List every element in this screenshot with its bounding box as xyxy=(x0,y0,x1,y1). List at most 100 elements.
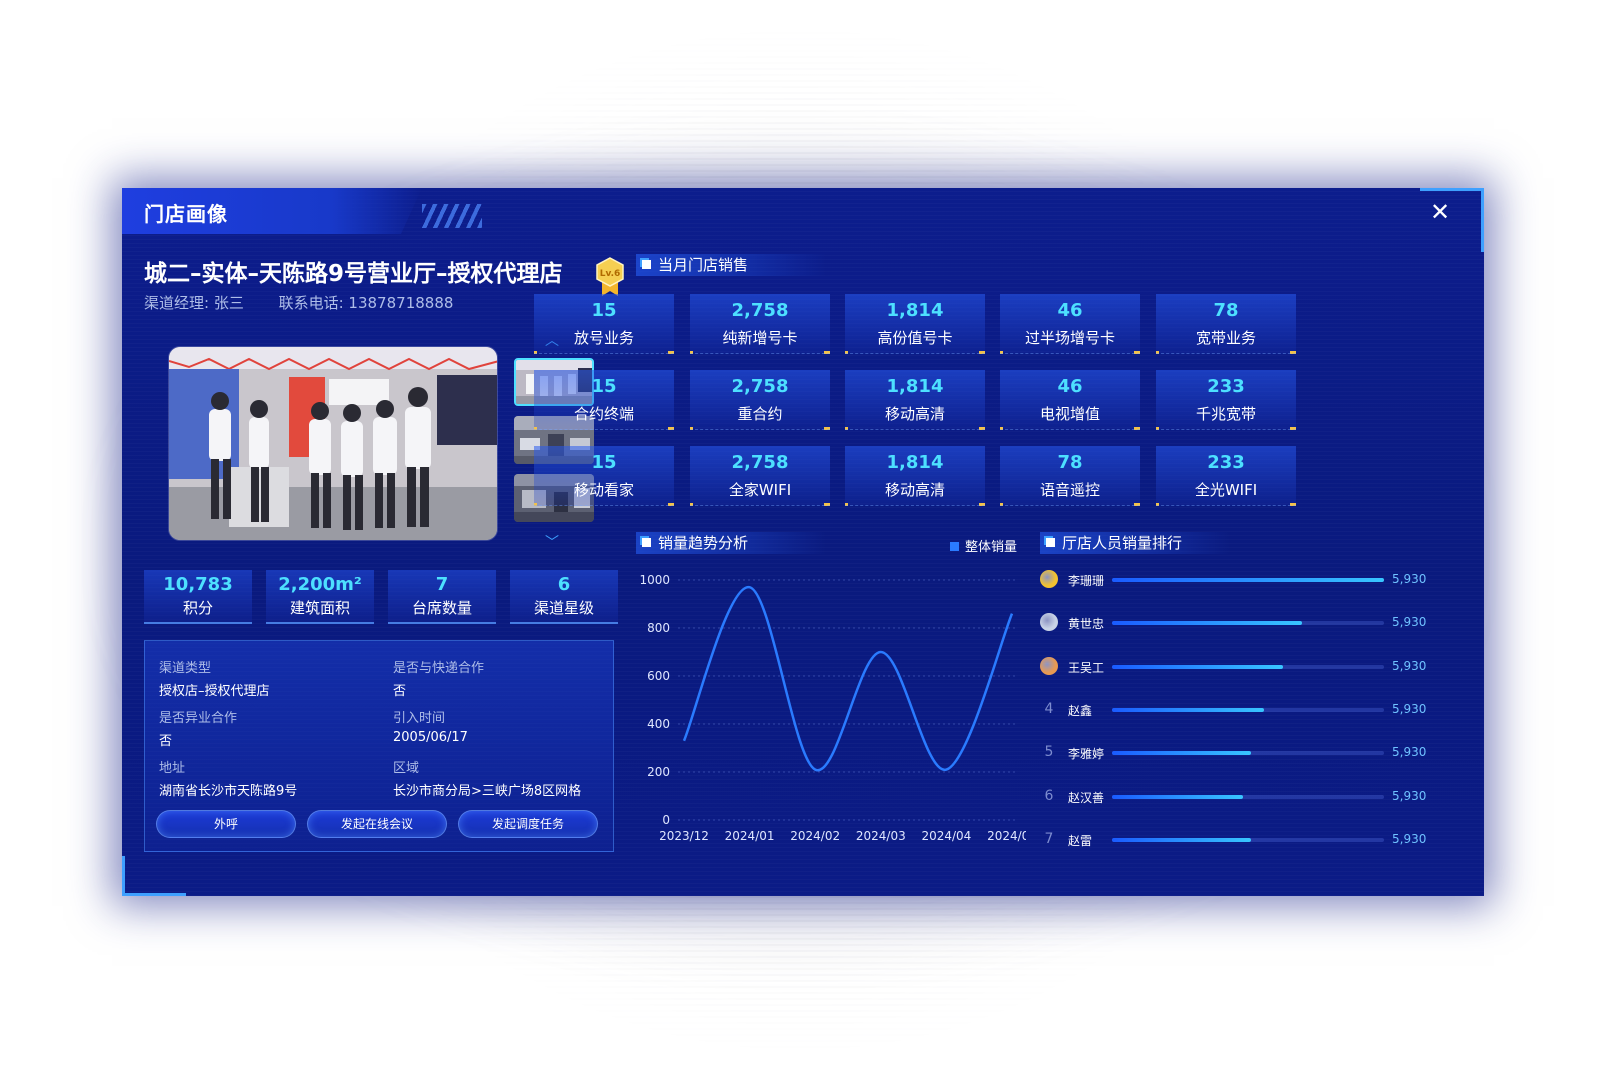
stat-label: 渠道星级 xyxy=(533,599,594,617)
section-title-trend: 销量趋势分析 xyxy=(636,532,826,554)
metric-label: 过半场增号卡 xyxy=(1024,329,1115,347)
ranking-row: 4 赵鑫 5,930 xyxy=(1040,700,1430,720)
info-value: 否 xyxy=(159,734,173,749)
rank-bar-fill xyxy=(1112,751,1251,756)
close-icon[interactable]: ✕ xyxy=(1429,198,1451,226)
info-cross-business: 是否异业合作 否 xyxy=(159,707,379,749)
rank-name: 李雅婷 xyxy=(1068,747,1105,762)
rank-bar-track xyxy=(1112,751,1384,756)
rank-name: 赵汉善 xyxy=(1068,790,1105,805)
stat-value: 2,200m² xyxy=(278,574,362,595)
stat-floor-area: 2,200m² 建筑面积 xyxy=(266,570,374,624)
chart-legend: 整体销量 xyxy=(950,536,1017,555)
section-title-ranking: 厅店人员销量排行 xyxy=(1040,532,1230,554)
store-profile-dialog: 门店画像 ✕ 城二–实体–天陈路9号营业厅–授权代理店 Lv.6 渠道经理: 张… xyxy=(122,188,1484,896)
dialog-title: 门店画像 xyxy=(144,202,228,226)
x-tick-label: 2023/12 xyxy=(659,829,709,843)
thumbnail-scroll-down-icon[interactable]: ﹀ xyxy=(545,535,559,551)
info-channel-type: 渠道类型 授权店–授权代理店 xyxy=(159,657,379,699)
metric-card: 46 电视增值 xyxy=(1000,370,1140,430)
store-main-photo xyxy=(168,346,498,541)
metric-value: 2,758 xyxy=(731,376,789,397)
store-contact: 渠道经理: 张三 联系电话: 13878718888 xyxy=(144,292,483,313)
metric-value: 1,814 xyxy=(886,376,944,397)
metric-label: 移动高清 xyxy=(884,481,945,499)
rank-bar-fill xyxy=(1112,707,1265,712)
section-title-monthly-sales: 当月门店销售 xyxy=(636,254,826,276)
metric-value: 15 xyxy=(591,452,617,473)
level-badge-icon: Lv.6 xyxy=(596,257,624,296)
info-value: 授权店–授权代理店 xyxy=(159,684,270,699)
info-key: 引入时间 xyxy=(393,711,446,726)
rank-bar-fill xyxy=(1112,837,1251,842)
corner-decoration-top-right xyxy=(1420,188,1484,252)
metric-card: 233 全光WIFI xyxy=(1156,446,1296,506)
channel-manager: 渠道经理: 张三 xyxy=(144,294,244,312)
rank-value: 5,930 xyxy=(1392,745,1427,760)
info-key: 是否异业合作 xyxy=(159,711,238,726)
call-button[interactable]: 外呼 xyxy=(156,810,296,838)
metric-value: 78 xyxy=(1057,452,1083,473)
x-tick-label: 2024/02 xyxy=(790,829,840,843)
x-tick-label: 2024/03 xyxy=(856,829,906,843)
stat-value: 10,783 xyxy=(163,574,233,595)
rank-bar-track xyxy=(1112,794,1384,799)
metric-label: 移动看家 xyxy=(573,481,634,499)
rank-name: 李珊珊 xyxy=(1068,574,1105,588)
legend-label: 整体销量 xyxy=(965,540,1018,555)
y-tick-label: 400 xyxy=(647,717,670,731)
metric-value: 233 xyxy=(1207,452,1245,473)
metric-card: 46 过半场增号卡 xyxy=(1000,294,1140,354)
stat-label: 建筑面积 xyxy=(289,599,350,617)
y-tick-label: 0 xyxy=(662,813,670,827)
metric-label: 重合约 xyxy=(737,405,783,423)
info-value: 湖南省长沙市天陈路9号 xyxy=(159,784,298,799)
rank-name: 赵鑫 xyxy=(1068,703,1093,718)
metric-card: 15 放号业务 xyxy=(534,294,674,354)
x-tick-label: 2024/05 xyxy=(987,829,1026,843)
metric-label: 纯新增号卡 xyxy=(722,329,798,347)
metric-value: 1,814 xyxy=(886,452,944,473)
dispatch-task-button[interactable]: 发起调度任务 xyxy=(458,810,598,838)
level-text: Lv.6 xyxy=(600,269,621,279)
rank-value: 5,930 xyxy=(1392,788,1427,803)
x-tick-label: 2024/01 xyxy=(725,829,775,843)
metric-card: 2,758 纯新增号卡 xyxy=(690,294,830,354)
legend-swatch xyxy=(950,542,959,551)
info-key: 区域 xyxy=(393,761,420,776)
metric-card: 1,814 移动高清 xyxy=(845,370,985,430)
online-meeting-button[interactable]: 发起在线会议 xyxy=(307,810,447,838)
dialog-title-tab xyxy=(122,188,422,234)
y-tick-label: 600 xyxy=(647,669,670,683)
metric-card: 2,758 全家WIFI xyxy=(690,446,830,506)
metric-card: 78 语音遥控 xyxy=(1000,446,1140,506)
rank-number: 4 xyxy=(1044,700,1054,717)
info-region: 区域 长沙市商分局>三峡广场8区网格 xyxy=(393,757,613,799)
y-tick-label: 200 xyxy=(647,765,670,779)
metric-card: 233 千兆宽带 xyxy=(1156,370,1296,430)
x-tick-label: 2024/04 xyxy=(921,829,971,843)
rank-number: 5 xyxy=(1044,744,1054,761)
metric-label: 千兆宽带 xyxy=(1195,405,1256,423)
metric-card: 15 移动看家 xyxy=(534,446,674,506)
sales-trend-chart: 0 200 400 600 800 1000 2023/12 2024/01 2024/02 20… xyxy=(639,573,1026,843)
rank-number: 7 xyxy=(1044,830,1054,847)
info-value: 2005/06/17 xyxy=(393,730,468,745)
rank-name: 赵雷 xyxy=(1068,833,1093,848)
rank-bar-track xyxy=(1112,837,1384,842)
info-value: 否 xyxy=(393,684,407,699)
store-name: 城二–实体–天陈路9号营业厅–授权代理店 xyxy=(144,261,563,287)
stat-label: 台席数量 xyxy=(411,599,472,617)
rank-medal-icon xyxy=(1040,656,1058,675)
rank-name: 王吴工 xyxy=(1068,660,1105,675)
rank-bar-fill xyxy=(1112,664,1284,669)
rank-value: 5,930 xyxy=(1392,701,1427,716)
rank-medal-icon xyxy=(1040,570,1058,588)
y-tick-label: 800 xyxy=(647,621,670,635)
info-intro-date: 引入时间 2005/06/17 xyxy=(393,707,613,745)
metric-value: 1,814 xyxy=(886,300,944,321)
metric-card: 78 宽带业务 xyxy=(1156,294,1296,354)
info-express: 是否与快递合作 否 xyxy=(393,657,613,699)
info-key: 地址 xyxy=(159,761,186,776)
info-value: 长沙市商分局>三峡广场8区网格 xyxy=(393,784,582,799)
